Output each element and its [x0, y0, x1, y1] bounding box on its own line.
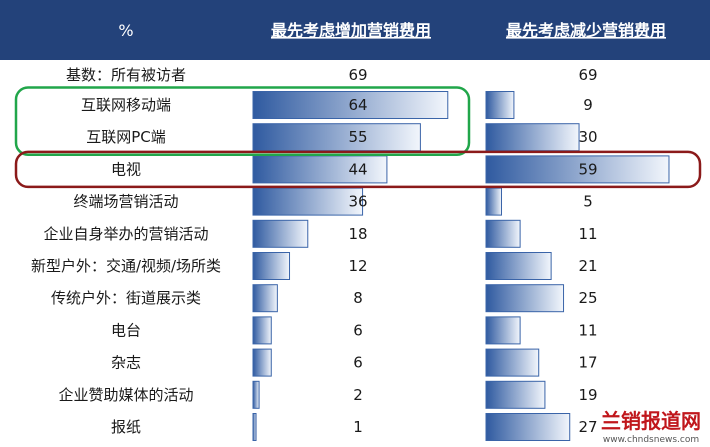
row-label: 新型户外：交通/视频/场所类 — [31, 257, 221, 275]
value-label-decrease: 59 — [578, 160, 597, 178]
bar-decrease — [485, 316, 521, 345]
highlight-frame — [14, 150, 702, 189]
row-label: 终端场营销活动 — [73, 193, 178, 211]
value-label-increase: 2 — [353, 386, 363, 404]
bar-increase — [252, 91, 449, 119]
row-label: 报纸 — [111, 418, 141, 436]
bar-increase — [252, 123, 421, 152]
row-label: 电视 — [111, 160, 141, 178]
table-header — [0, 0, 710, 60]
value-label-decrease: 11 — [578, 225, 597, 243]
bar-increase — [252, 380, 260, 409]
bar-decrease — [485, 91, 515, 119]
value-label-decrease: 25 — [578, 289, 597, 307]
bar-decrease — [485, 284, 565, 313]
value-label-increase: 55 — [348, 128, 367, 146]
bar-increase — [252, 187, 364, 216]
base-row-label: 基数：所有被访者 — [66, 66, 186, 84]
bar-decrease — [485, 348, 540, 377]
row-label: 传统户外：街道展示类 — [51, 289, 201, 307]
value-label-decrease: 11 — [578, 321, 597, 339]
value-label-increase: 1 — [353, 418, 363, 436]
bar-decrease — [485, 187, 503, 216]
value-label-increase: 12 — [348, 257, 367, 275]
base-row-increase-value: 69 — [348, 66, 367, 84]
value-label-decrease: 30 — [578, 128, 597, 146]
value-label-increase: 36 — [348, 193, 367, 211]
bar-decrease — [485, 123, 580, 152]
bar-decrease — [485, 219, 521, 248]
value-label-increase: 44 — [348, 160, 367, 178]
highlight-frame — [14, 86, 471, 156]
base-row-decrease-value: 69 — [578, 66, 597, 84]
row-label: 杂志 — [111, 354, 141, 372]
bar-decrease — [485, 413, 571, 441]
bar-decrease — [485, 252, 552, 280]
watermark-url: www.chndsnews.com — [603, 435, 699, 445]
row-label: 企业赞助媒体的活动 — [58, 386, 193, 404]
value-label-decrease: 9 — [583, 96, 593, 114]
bar-increase — [252, 219, 309, 248]
bar-increase — [252, 316, 272, 345]
bar-increase — [252, 413, 257, 441]
value-label-decrease: 27 — [578, 418, 597, 436]
bar-increase — [252, 348, 272, 377]
value-label-decrease: 17 — [578, 354, 597, 372]
value-label-increase: 6 — [353, 321, 363, 339]
value-label-increase: 18 — [348, 225, 367, 243]
row-label: 互联网PC端 — [86, 128, 166, 146]
row-label: 电台 — [111, 321, 141, 339]
row-label: 企业自身举办的营销活动 — [43, 225, 208, 243]
watermark-logo: 兰销报道网 — [601, 409, 701, 433]
bar-decrease — [485, 155, 670, 184]
bar-decrease — [485, 380, 546, 409]
header-increase-column: 最先考虑增加营销费用 — [271, 21, 431, 40]
bar-increase — [252, 284, 278, 313]
value-label-increase: 64 — [348, 96, 367, 114]
header-corner: % — [118, 21, 133, 40]
header-decrease-column: 最先考虑减少营销费用 — [506, 21, 666, 40]
value-label-decrease: 5 — [583, 193, 593, 211]
value-label-increase: 8 — [353, 289, 363, 307]
value-label-increase: 6 — [353, 354, 363, 372]
bar-increase — [252, 252, 291, 280]
value-label-decrease: 19 — [578, 386, 597, 404]
value-label-decrease: 21 — [578, 257, 597, 275]
row-label: 互联网移动端 — [81, 96, 171, 114]
